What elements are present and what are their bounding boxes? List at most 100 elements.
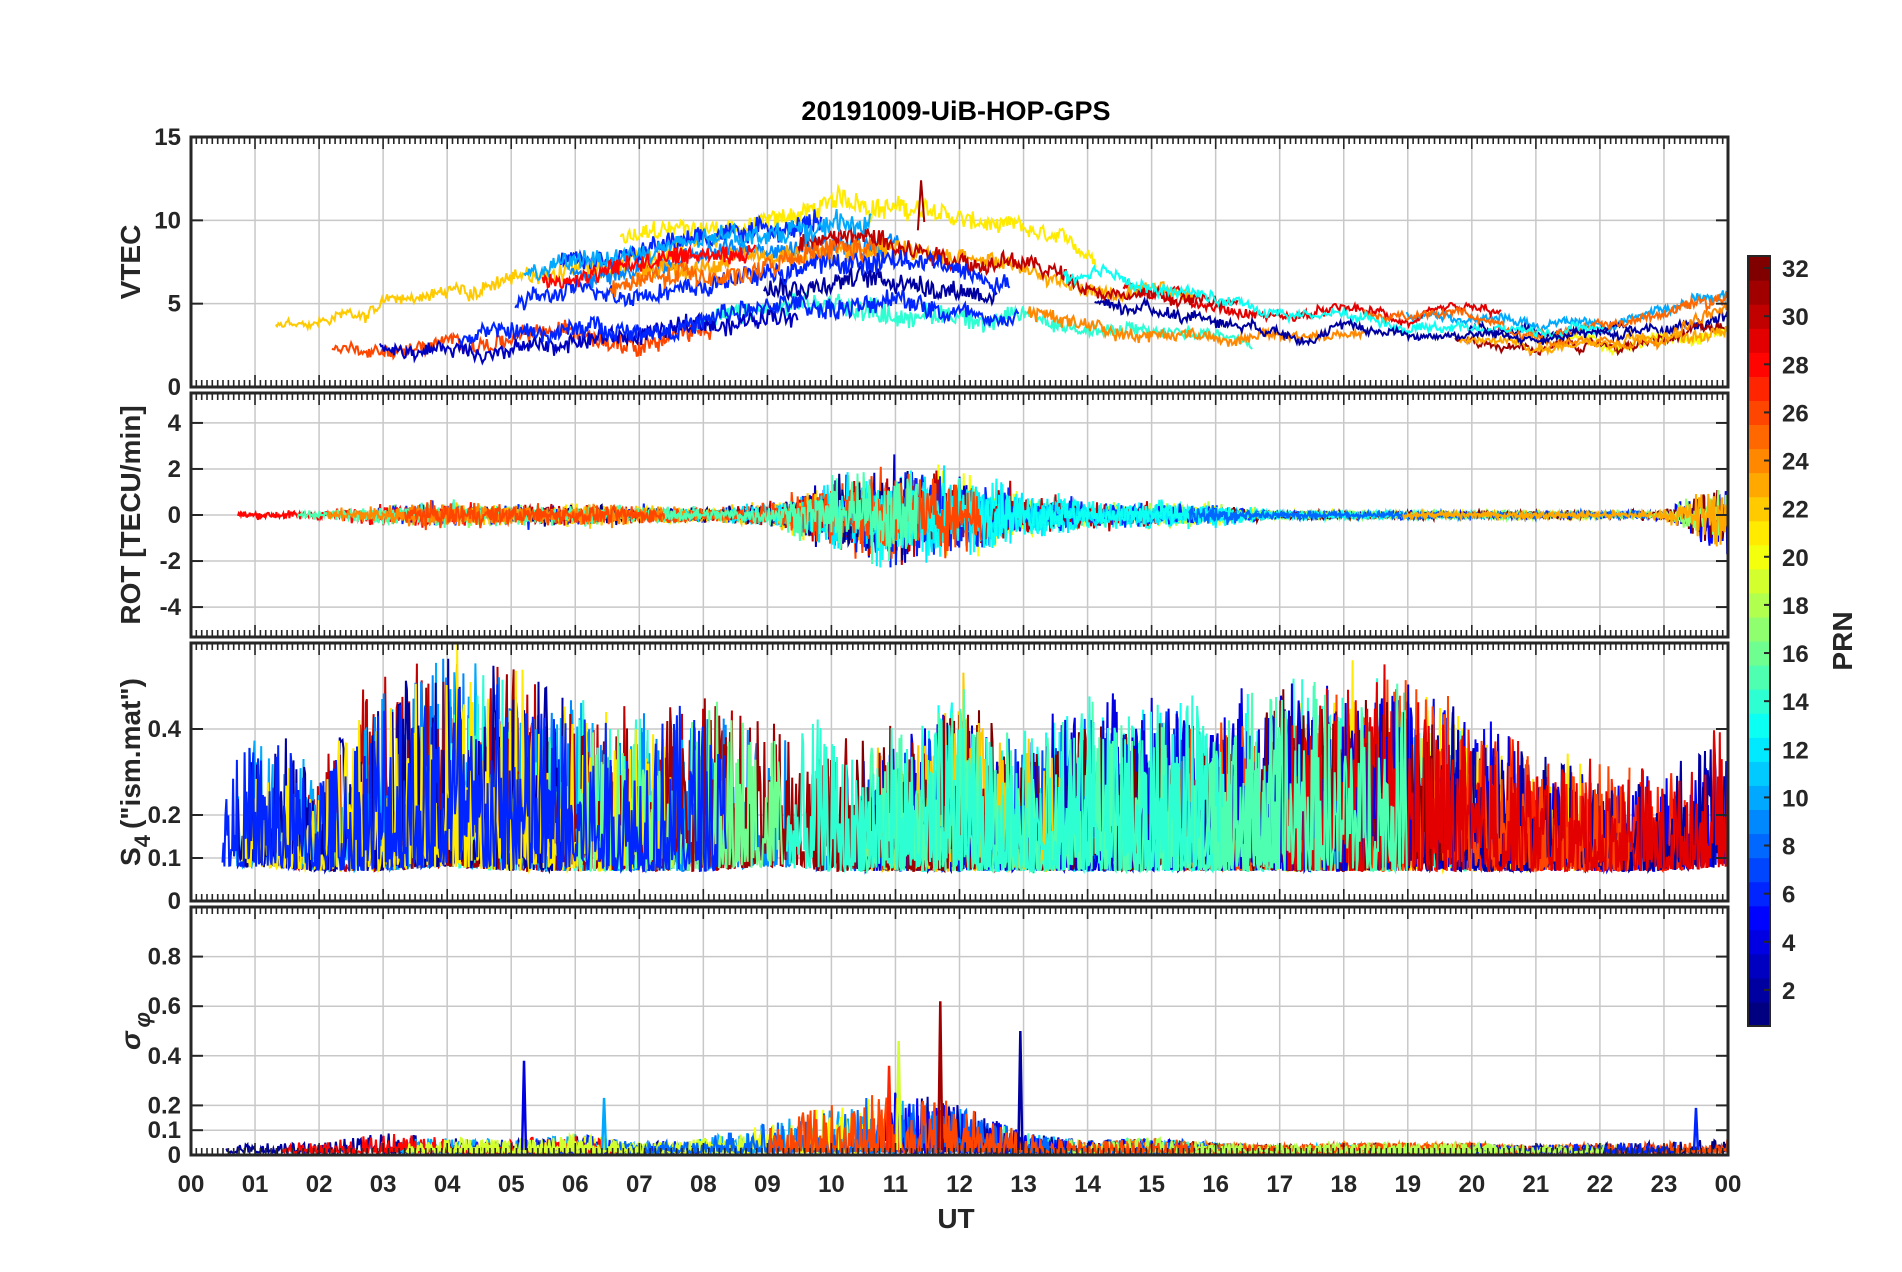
y-tick-label: 0	[168, 888, 181, 915]
spike-mark	[1017, 1030, 1024, 1151]
series-prn-line	[662, 472, 918, 565]
series-prn-line	[1280, 664, 1728, 874]
series-prn-line	[763, 264, 998, 307]
y-label-sub: 4	[130, 834, 155, 847]
y-tick-label: 0.1	[148, 1117, 181, 1144]
panel-4: 00.10.2 0.4 0.6 0.8 σφ	[115, 905, 1730, 1169]
series-prn-line	[785, 695, 1224, 875]
y-tick-label: 10	[154, 207, 181, 234]
minor-ticks	[190, 393, 1729, 637]
colorbar-segment	[1748, 809, 1770, 835]
x-tick-label: 22	[1587, 1171, 1614, 1198]
y-axis-label: σφ	[115, 1012, 155, 1050]
colorbar-segment	[1748, 592, 1770, 618]
colorbar-segment	[1748, 689, 1770, 714]
x-ticks	[190, 907, 1729, 1155]
y-axis-label: VTEC	[115, 225, 146, 300]
y-tick-label: 0.2	[148, 1092, 181, 1119]
colorbar-segment	[1748, 929, 1770, 955]
colorbar-tick-label: 14	[1782, 689, 1809, 716]
colorbar-segment	[1748, 256, 1770, 281]
colorbar-tick-label: 2	[1782, 978, 1795, 1005]
panel-3: 0 0.1 0.2 0.4 S4 ("ism.mat")	[115, 641, 1730, 915]
colorbar-segment	[1748, 713, 1770, 738]
colorbar-segment	[1748, 544, 1770, 570]
colorbar-segment	[1748, 761, 1770, 786]
colorbar-segment	[1748, 616, 1770, 642]
panel-2: -4 -2 0 2 4 ROT [TECU/min]	[115, 391, 1730, 639]
x-tick-label: 06	[562, 1171, 589, 1198]
x-tick-label: 19	[1394, 1171, 1421, 1198]
colorbar-tick-label: 12	[1782, 737, 1809, 764]
spike-mark	[600, 1097, 608, 1151]
spike-mark	[937, 1001, 944, 1151]
x-tick-label: 07	[626, 1171, 653, 1198]
series-prn-line	[1094, 296, 1633, 347]
colorbar-segment	[1748, 520, 1770, 546]
x-tick-label: 16	[1202, 1171, 1229, 1198]
series-prn-line	[1203, 681, 1408, 875]
colorbar-tick-label: 8	[1782, 834, 1795, 861]
x-tick-label: 03	[370, 1171, 397, 1198]
grid	[191, 137, 1728, 387]
colorbar-segment	[1748, 448, 1770, 474]
colorbar-tick-label: 20	[1782, 545, 1809, 572]
colorbar-segment	[1748, 737, 1770, 762]
y-axis-label: ROT [TECU/min]	[115, 405, 146, 624]
y-tick-label: 0.1	[148, 845, 181, 872]
colorbar-segment	[1748, 1001, 1770, 1027]
y-label-main: S	[115, 847, 146, 866]
series-group	[221, 643, 1728, 875]
series-group	[237, 454, 1728, 568]
minor-ticks	[190, 643, 1729, 901]
x-tick-label: 23	[1651, 1171, 1678, 1198]
x-tick-label: 05	[498, 1171, 525, 1198]
y-tick-label: 0.8	[148, 944, 181, 971]
colorbar-tick-label: 26	[1782, 400, 1809, 427]
x-tick-label: 10	[818, 1171, 845, 1198]
y-axis-label: S4 ("ism.mat")	[115, 678, 155, 866]
x-ticks	[190, 643, 1729, 901]
series-prn-line	[378, 304, 799, 366]
colorbar-segment	[1748, 304, 1770, 329]
colorbar-segment	[1748, 881, 1770, 907]
y-tick-label: 0	[168, 374, 181, 401]
y-tick-label: 0.2	[148, 802, 181, 829]
colorbar-segment	[1748, 785, 1770, 811]
y-tick-label: 15	[154, 124, 181, 151]
series-prn-line	[443, 675, 659, 873]
series-prn-line	[1062, 262, 1604, 340]
series-prn-line	[541, 244, 757, 290]
x-tick-label: 21	[1523, 1171, 1550, 1198]
series-prn-line	[523, 209, 872, 282]
colorbar-tick-label: 24	[1782, 449, 1809, 476]
x-axis-label: UT	[937, 1203, 974, 1234]
colorbar-label: PRN	[1827, 611, 1858, 670]
spike-mark	[1692, 1107, 1700, 1151]
colorbar-segment	[1748, 328, 1770, 353]
series-prn-line	[1402, 493, 1728, 547]
colorbar-segment	[1748, 352, 1770, 377]
series-prn-line	[609, 236, 876, 298]
x-tick-label: 09	[754, 1171, 781, 1198]
colorbar-segment	[1748, 424, 1770, 450]
x-tick-label: 20	[1458, 1171, 1485, 1198]
y-label-sub: φ	[130, 1012, 155, 1027]
colorbar-tick-label: 22	[1782, 497, 1809, 524]
colorbar-tick-label: 32	[1782, 256, 1809, 283]
y-tick-label: 0.6	[148, 993, 181, 1020]
chart-title: 20191009-UiB-HOP-GPS	[801, 96, 1110, 126]
minor-ticks	[190, 137, 1729, 387]
x-tick-label: 15	[1138, 1171, 1165, 1198]
panel-1: 0 5 10 15 VTEC	[115, 124, 1730, 401]
colorbar-frame	[1747, 255, 1771, 1027]
x-tick-label: 13	[1010, 1171, 1037, 1198]
y-label-rest: ("ism.mat")	[115, 678, 146, 829]
colorbar-segment	[1748, 857, 1770, 883]
colorbar-segment	[1748, 472, 1770, 498]
colorbar-segment	[1748, 400, 1770, 426]
colorbar-tick-label: 16	[1782, 641, 1809, 668]
